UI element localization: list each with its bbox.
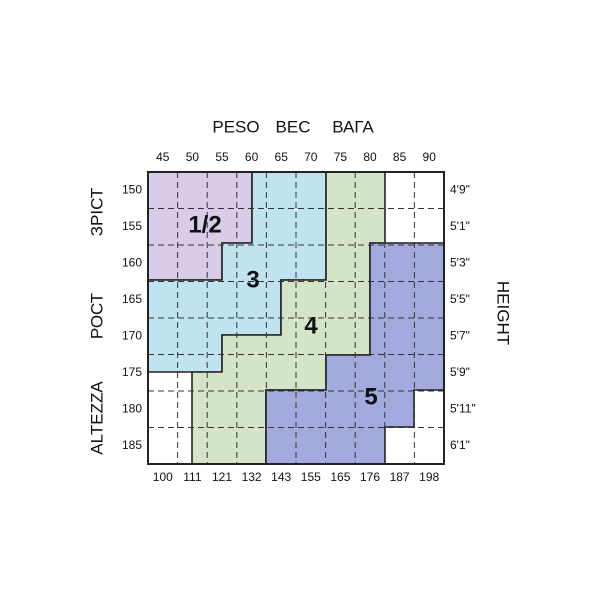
weight-kg-label: 70 (304, 150, 318, 164)
height-ft-label: 5'9" (450, 365, 470, 379)
height-cm-label: 150 (122, 182, 142, 196)
weight-kg-label: 90 (423, 150, 437, 164)
height-ft-label: 6'1" (450, 438, 470, 452)
side-label: ЗРІСТ (87, 188, 106, 236)
weight-kg-label: 85 (393, 150, 407, 164)
height-ft-label: 5'3" (450, 255, 470, 269)
grid-border (147, 171, 445, 465)
height-cm-label: 185 (122, 438, 142, 452)
weight-lbs-label: 155 (301, 470, 321, 484)
zone-label: 5 (364, 383, 377, 410)
weight-kg-label: 60 (245, 150, 259, 164)
weight-lbs-label: 165 (330, 470, 350, 484)
weight-kg-label: 65 (275, 150, 289, 164)
height-ft-label: 4'9" (450, 182, 470, 196)
weight-lbs-label: 176 (360, 470, 380, 484)
weight-lbs-label: 198 (419, 470, 439, 484)
side-label: ALTEZZA (87, 381, 106, 455)
weight-lbs-label: 100 (153, 470, 173, 484)
weight-lbs-label: 187 (390, 470, 410, 484)
weight-lbs-label: 143 (271, 470, 291, 484)
weight-kg-label: 45 (156, 150, 170, 164)
weight-kg-label: 80 (363, 150, 377, 164)
title-word: PESO (212, 117, 259, 136)
weight-kg-label: 50 (186, 150, 200, 164)
height-cm-label: 160 (122, 255, 142, 269)
weight-lbs-label: 121 (212, 470, 232, 484)
height-ft-label: 5'7" (450, 328, 470, 342)
title-word: ВАГА (332, 117, 374, 136)
height-ft-label: 5'11" (450, 401, 476, 415)
height-cm-label: 170 (122, 328, 142, 342)
zone-label: 3 (246, 266, 259, 293)
zone-label: 1/2 (188, 211, 221, 238)
height-cm-label: 175 (122, 365, 142, 379)
height-cm-label: 165 (122, 292, 142, 306)
height-cm-label: 155 (122, 219, 142, 233)
height-ft-label: 5'1" (450, 219, 470, 233)
weight-kg-label: 55 (215, 150, 229, 164)
weight-lbs-label: 132 (242, 470, 262, 484)
zone-label: 4 (304, 312, 318, 339)
side-label: РОСТ (87, 293, 106, 339)
weight-lbs-label: 111 (183, 470, 202, 484)
grid-dashes (148, 172, 444, 464)
height-cm-label: 180 (122, 401, 142, 415)
title-word: ВЕС (276, 117, 311, 136)
weight-kg-label: 75 (334, 150, 348, 164)
side-label: HEIGHT (494, 281, 513, 345)
height-ft-label: 5'5" (450, 292, 470, 306)
